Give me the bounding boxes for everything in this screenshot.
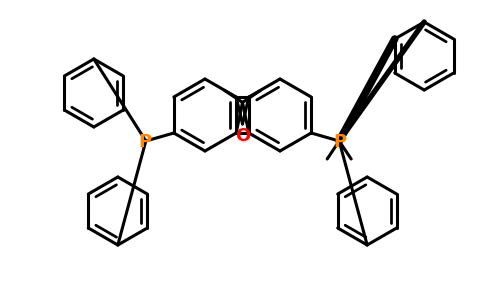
Text: P: P	[334, 133, 346, 151]
Text: O: O	[235, 127, 250, 145]
Text: P: P	[138, 133, 151, 151]
